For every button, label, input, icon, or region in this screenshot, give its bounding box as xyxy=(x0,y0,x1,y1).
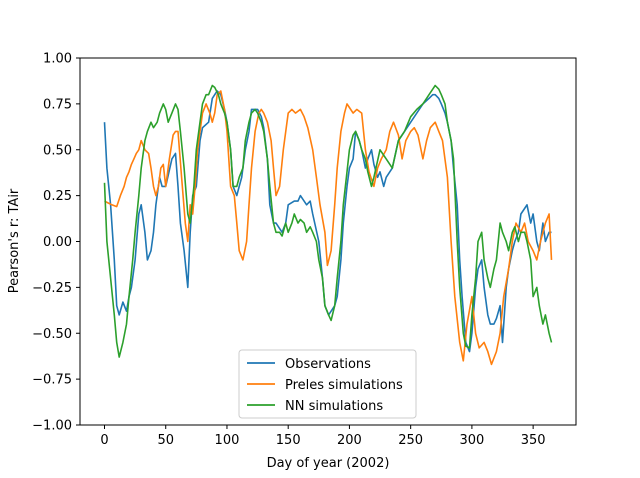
y-tick-label: −0.50 xyxy=(32,327,72,342)
x-tick-label: 100 xyxy=(215,433,240,448)
x-tick-label: 150 xyxy=(276,433,301,448)
y-tick-label: −0.25 xyxy=(32,281,72,296)
x-axis-label: Day of year (2002) xyxy=(267,456,390,471)
series-layer xyxy=(103,84,553,366)
y-tick-label: 0.25 xyxy=(43,189,72,204)
x-tick-label: 250 xyxy=(398,433,423,448)
y-tick-label: 0.75 xyxy=(43,97,72,112)
y-tick-label: 0.00 xyxy=(43,235,72,250)
y-tick-label: −1.00 xyxy=(32,419,72,434)
y-axis: −1.00 −0.75 −0.50 −0.25 0.00 0.25 0.50 0.75 1.00 xyxy=(32,52,80,434)
legend-label-preles: Preles simulations xyxy=(285,378,403,393)
y-tick-label: 0.50 xyxy=(43,143,72,158)
x-tick-label: 300 xyxy=(459,433,484,448)
legend-label-nn: NN simulations xyxy=(285,399,383,414)
y-axis-label: Pearson's r: TAir xyxy=(7,188,22,293)
x-tick-label: 350 xyxy=(521,433,546,448)
legend: Observations Preles simulations NN simul… xyxy=(238,349,417,419)
x-tick-label: 0 xyxy=(100,433,108,448)
legend-box xyxy=(238,349,417,419)
series-line-nn-simulations xyxy=(103,84,553,358)
y-tick-label: 1.00 xyxy=(43,52,72,67)
y-tick-label: −0.75 xyxy=(32,373,72,388)
x-tick-label: 50 xyxy=(157,433,174,448)
x-axis: 0 50 100 150 200 250 300 350 xyxy=(100,425,546,448)
legend-label-observations: Observations xyxy=(285,357,371,372)
x-tick-label: 200 xyxy=(337,433,362,448)
series-line-preles-simulations xyxy=(104,90,553,366)
